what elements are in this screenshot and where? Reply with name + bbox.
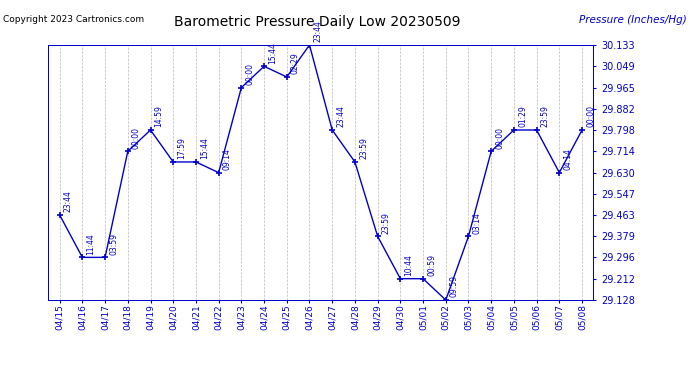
Text: 02:29: 02:29: [291, 53, 300, 74]
Text: 23:44: 23:44: [63, 190, 73, 212]
Text: 00:00: 00:00: [132, 126, 141, 148]
Text: Copyright 2023 Cartronics.com: Copyright 2023 Cartronics.com: [3, 15, 145, 24]
Text: 23:59: 23:59: [359, 137, 368, 159]
Text: 11:44: 11:44: [86, 233, 95, 255]
Text: Pressure (Inches/Hg): Pressure (Inches/Hg): [579, 15, 687, 25]
Text: 00:59: 00:59: [427, 254, 436, 276]
Text: 10:44: 10:44: [404, 254, 413, 276]
Text: 17:59: 17:59: [177, 137, 186, 159]
Text: 09:14: 09:14: [223, 148, 232, 170]
Text: 23:44: 23:44: [314, 20, 323, 42]
Text: 01:29: 01:29: [518, 105, 527, 127]
Text: 00:00: 00:00: [246, 63, 255, 85]
Text: 23:59: 23:59: [382, 211, 391, 234]
Text: 03:59: 03:59: [109, 232, 118, 255]
Text: 15:44: 15:44: [200, 137, 209, 159]
Text: 00:00: 00:00: [586, 105, 595, 127]
Text: 14:59: 14:59: [155, 105, 164, 127]
Text: Barometric Pressure Daily Low 20230509: Barometric Pressure Daily Low 20230509: [174, 15, 461, 29]
Text: 23:44: 23:44: [336, 105, 346, 127]
Text: 15:44: 15:44: [268, 42, 277, 63]
Text: 03:14: 03:14: [473, 211, 482, 234]
Text: 23:59: 23:59: [541, 105, 550, 127]
Text: 00:00: 00:00: [495, 126, 504, 148]
Text: 09:59: 09:59: [450, 275, 459, 297]
Text: 04:14: 04:14: [564, 148, 573, 170]
